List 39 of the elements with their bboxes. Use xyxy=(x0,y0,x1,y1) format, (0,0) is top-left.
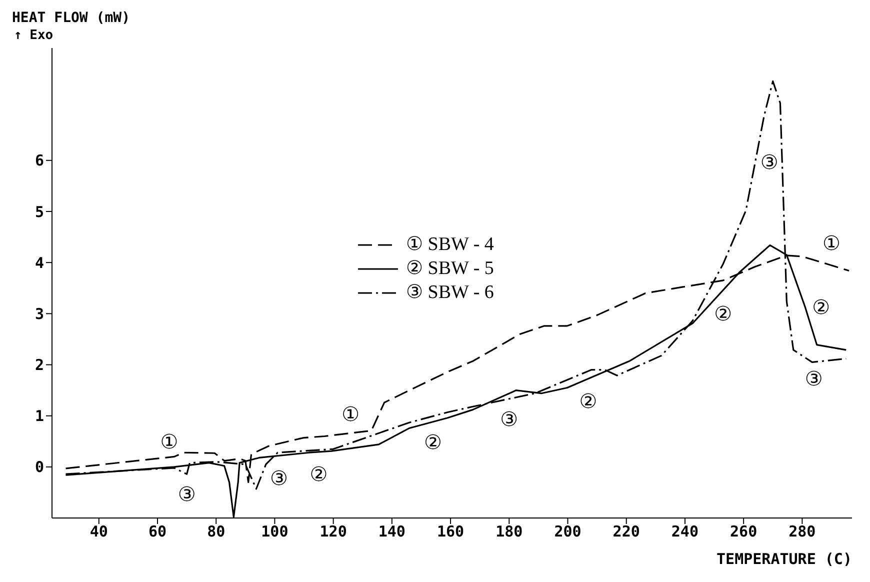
y-axis-title: HEAT FLOW (mW) xyxy=(12,10,130,26)
x-tick-label: 160 xyxy=(436,522,464,541)
y-tick-label: 1 xyxy=(34,407,44,426)
y-tick-label: 5 xyxy=(34,202,44,221)
annotation: ② xyxy=(310,462,328,486)
annotation: ① xyxy=(822,231,840,256)
annotation: ③ xyxy=(760,150,778,174)
legend-label: ③ SBW - 6 xyxy=(406,281,494,305)
x-tick-label: 60 xyxy=(148,522,167,541)
y-tick-label: 3 xyxy=(34,304,44,323)
y-tick-label: 4 xyxy=(34,254,44,272)
x-tick-label: 80 xyxy=(207,522,226,541)
chart-subtitle: ↑ Exo xyxy=(14,28,54,43)
annotation: ② xyxy=(424,430,442,454)
x-tick-label: 100 xyxy=(261,522,288,541)
annotation: ③ xyxy=(270,466,288,490)
annotation: ③ xyxy=(804,366,823,390)
legend-label: ② SBW - 5 xyxy=(406,257,494,281)
annotation: ③ xyxy=(178,482,196,506)
y-tick-label: 6 xyxy=(34,152,44,170)
x-tick-label: 40 xyxy=(90,522,108,541)
y-tick-label: 0 xyxy=(34,458,44,476)
x-axis-title: TEMPERATURE (C) xyxy=(716,550,852,568)
x-tick-label: 240 xyxy=(671,522,699,541)
x-tick-label: 140 xyxy=(378,522,406,541)
x-tick-label: 200 xyxy=(554,522,582,541)
x-tick-label: 260 xyxy=(730,522,758,541)
annotation: ② xyxy=(714,302,732,326)
x-tick-label: 220 xyxy=(612,522,640,541)
y-tick-label: 2 xyxy=(34,356,44,374)
x-tick-label: 120 xyxy=(320,522,347,541)
x-tick-label: 280 xyxy=(788,522,816,541)
annotation: ① xyxy=(342,402,360,426)
legend-label: ① SBW - 4 xyxy=(406,233,494,257)
annotation: ③ xyxy=(500,407,518,432)
annotation: ② xyxy=(812,295,830,320)
annotation: ② xyxy=(579,389,598,414)
x-tick-label: 180 xyxy=(496,522,523,541)
annotation: ① xyxy=(160,429,178,454)
